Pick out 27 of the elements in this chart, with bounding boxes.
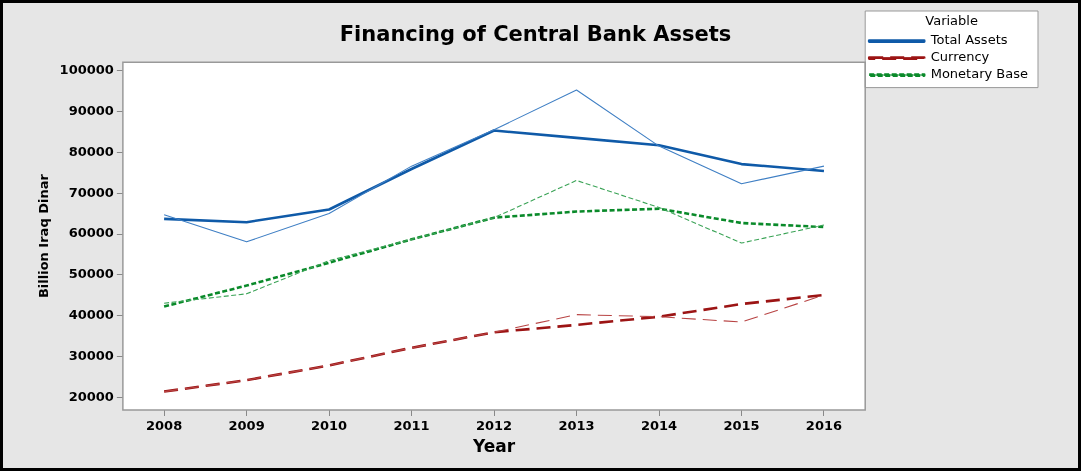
- legend-label: Total Assets: [929, 32, 1008, 48]
- y-tick-label: 70000: [68, 184, 114, 200]
- chart-title: Financing of Central Bank Assets: [339, 22, 732, 47]
- x-tick-label: 2008: [146, 418, 183, 434]
- line-series: [162, 207, 826, 308]
- x-tick-label: 2013: [558, 418, 595, 434]
- x-tick-label: 2014: [640, 418, 678, 434]
- line-series: [163, 179, 825, 304]
- x-tick-label: 2009: [228, 418, 265, 434]
- y-tick-label: 50000: [68, 266, 114, 282]
- x-tick-label: 2011: [393, 418, 430, 434]
- y-tick-label: 20000: [68, 389, 114, 405]
- y-axis-title: Billion Iraq Dinar: [36, 173, 52, 299]
- y-tick-label: 40000: [68, 307, 114, 323]
- x-axis-title: Year: [471, 436, 516, 457]
- legend-title: Variable: [925, 12, 978, 28]
- y-tick-label: 90000: [68, 102, 114, 118]
- x-tick-label: 2015: [723, 418, 760, 434]
- y-tick-label: 100000: [59, 61, 114, 77]
- x-tick-label: 2012: [475, 418, 513, 434]
- legend-label: Currency: [930, 49, 990, 65]
- y-tick-label: 30000: [68, 348, 114, 364]
- y-tick-label: 60000: [68, 225, 114, 241]
- y-tick-label: 80000: [68, 143, 114, 159]
- x-tick-label: 2016: [805, 418, 843, 434]
- legend-label: Monetary Base: [930, 66, 1028, 82]
- x-tick-label: 2010: [310, 418, 348, 434]
